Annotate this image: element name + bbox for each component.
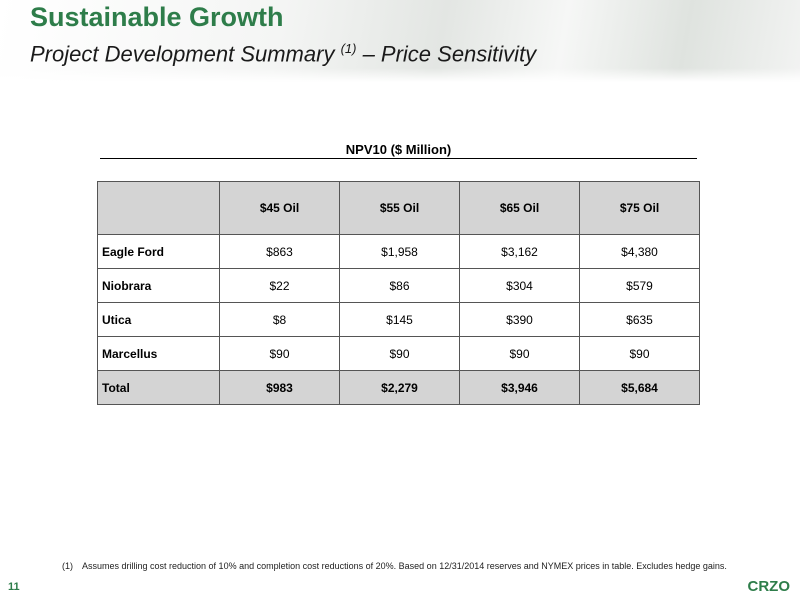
table-total-row: Total $983 $2,279 $3,946 $5,684 [97, 370, 700, 405]
npv-table: $45 Oil $55 Oil $65 Oil $75 Oil Eagle Fo… [97, 181, 700, 405]
company-logo: CRZO [747, 578, 791, 595]
total-cell: $3,946 [459, 370, 580, 405]
footnote-text: Assumes drilling cost reduction of 10% a… [82, 561, 727, 571]
slide-title: Sustainable Growth [30, 2, 284, 32]
table-cell: $86 [339, 268, 460, 303]
total-cell: $983 [219, 370, 340, 405]
table-header-row: $45 Oil $55 Oil $65 Oil $75 Oil [97, 181, 700, 235]
table-row: Eagle Ford $863 $1,958 $3,162 $4,380 [97, 234, 700, 269]
table-cell: $304 [459, 268, 580, 303]
table-cell: $90 [219, 336, 340, 371]
column-header: $75 Oil [579, 181, 700, 235]
table-cell: $390 [459, 302, 580, 337]
row-label: Utica [97, 302, 220, 337]
column-header: $55 Oil [339, 181, 460, 235]
column-header-blank [97, 181, 220, 235]
table-cell: $579 [579, 268, 700, 303]
row-label: Eagle Ford [97, 234, 220, 269]
header-band [0, 0, 800, 82]
column-header: $45 Oil [219, 181, 340, 235]
table-cell: $8 [219, 302, 340, 337]
subtitle-tail: – Price Sensitivity [356, 41, 537, 67]
table-heading: NPV10 ($ Million) [345, 142, 452, 157]
total-cell: $2,279 [339, 370, 460, 405]
slide-subtitle: Project Development Summary (1) – Price … [30, 41, 536, 67]
total-cell: $5,684 [579, 370, 700, 405]
heading-divider [100, 158, 697, 159]
subtitle-footnote-ref: (1) [340, 41, 357, 56]
table-cell: $145 [339, 302, 460, 337]
footnote: (1) Assumes drilling cost reduction of 1… [62, 560, 742, 572]
table-cell: $3,162 [459, 234, 580, 269]
table-row: Niobrara $22 $86 $304 $579 [97, 268, 700, 303]
table-cell: $90 [339, 336, 460, 371]
row-label: Niobrara [97, 268, 220, 303]
table-cell: $4,380 [579, 234, 700, 269]
table-row: Utica $8 $145 $390 $635 [97, 302, 700, 337]
table-cell: $635 [579, 302, 700, 337]
table-cell: $90 [459, 336, 580, 371]
table-cell: $1,958 [339, 234, 460, 269]
page-number: 11 [8, 581, 20, 593]
row-label: Marcellus [97, 336, 220, 371]
table-cell: $90 [579, 336, 700, 371]
table-row: Marcellus $90 $90 $90 $90 [97, 336, 700, 371]
footnote-number: (1) [62, 561, 73, 571]
column-header: $65 Oil [459, 181, 580, 235]
subtitle-main: Project Development Summary [30, 41, 341, 67]
table-cell: $863 [219, 234, 340, 269]
table-cell: $22 [219, 268, 340, 303]
total-label: Total [97, 370, 220, 405]
